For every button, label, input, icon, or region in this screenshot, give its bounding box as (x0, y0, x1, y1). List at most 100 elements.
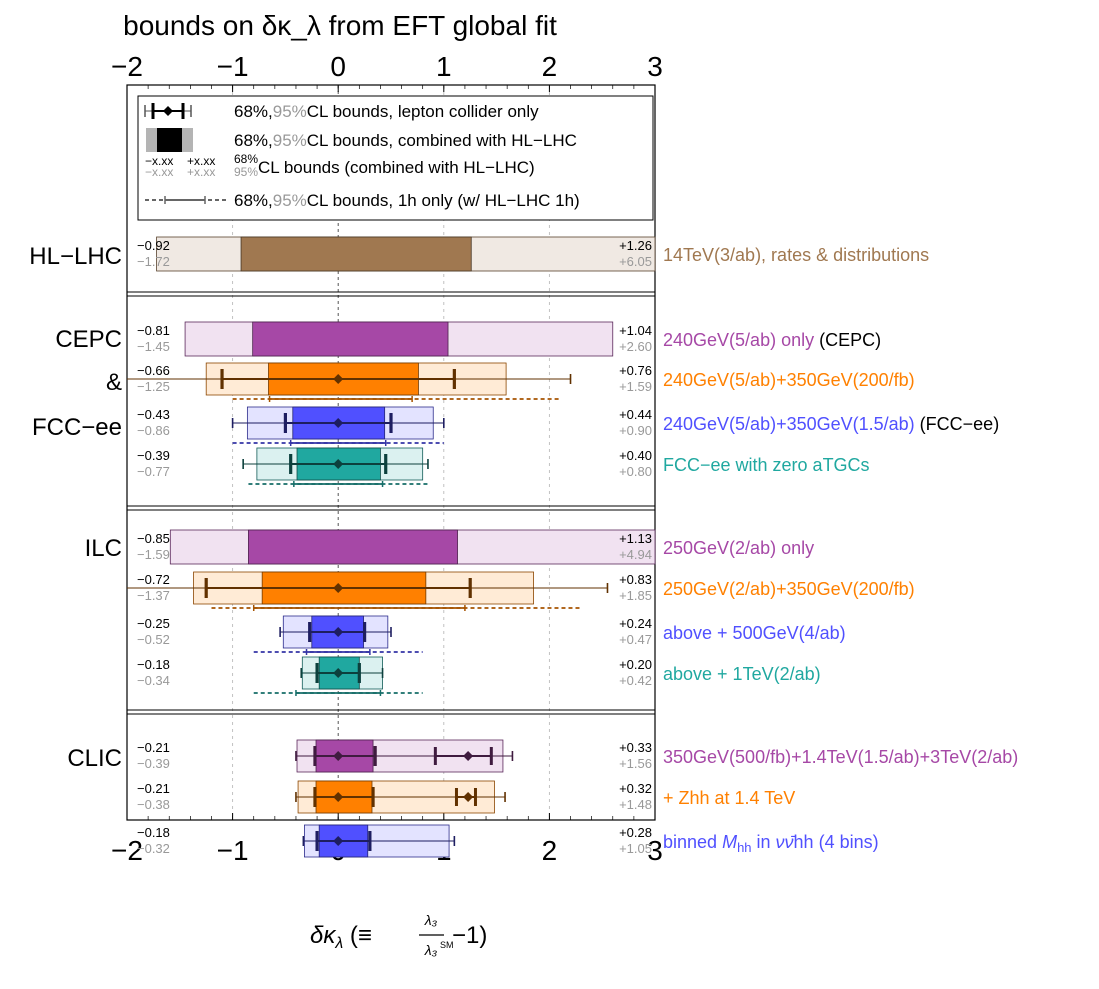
row-label-suffix: (CEPC) (814, 330, 881, 350)
bound68-high-text: +0.20 (619, 657, 652, 672)
second-min-marker (463, 751, 474, 761)
bound68-low-text: −0.85 (137, 531, 170, 546)
row-label-var: M (722, 832, 737, 852)
ci68-box (248, 529, 458, 565)
group-label: & (106, 369, 122, 396)
bound68-low-text: −0.43 (137, 407, 170, 422)
central-marker (333, 792, 344, 802)
data-row: −0.21−0.38 +0.32+1.48 + Zhh at 1.4 TeV (137, 780, 795, 814)
row-label-main: above + 500GeV(4/ab) (663, 623, 846, 643)
legend-lead: 68%, (234, 191, 273, 210)
bound68-low-text: −0.81 (137, 323, 170, 338)
bound95-high-text: +6.05 (619, 254, 652, 269)
bound95-low-text: −1.37 (137, 588, 170, 603)
second-min-marker (463, 792, 474, 802)
legend-tail: CL bounds, combined with HL−LHC (307, 131, 577, 150)
row-label: above + 500GeV(4/ab) (663, 623, 846, 643)
data-row: −0.18−0.32 +0.28+1.05 binned Mhh in νν̄hh … (137, 824, 879, 858)
legend-sample-text: −x.xx (145, 165, 173, 179)
bound68-low-text: −0.21 (137, 781, 170, 796)
row-label-main: 240GeV(5/ab) only (663, 330, 814, 350)
bound95-high-text: +0.80 (619, 464, 652, 479)
group-label: FCC−ee (32, 414, 122, 441)
x-tick-label-bottom: 2 (542, 835, 558, 866)
bound68-high-text: +1.04 (619, 323, 652, 338)
row-label-main: binned (663, 832, 722, 852)
row-label-mid: in (752, 832, 776, 852)
x-axis-label-den-sup: SM (440, 940, 454, 950)
legend-stack-text: 95% (234, 165, 258, 179)
row-label: binned Mhh in νν̄hh (4 bins) (663, 832, 879, 855)
group-hl-lhc: HL−LHC −0.92−1.72 +1.26+6.05 14TeV(3/ab), r… (29, 236, 929, 272)
legend-sample-box68 (157, 128, 182, 152)
row-label-main: 250GeV(2/ab)+350GeV(200/fb) (663, 579, 915, 599)
bound68-low-text: −0.72 (137, 572, 170, 587)
row-label: above + 1TeV(2/ab) (663, 664, 821, 684)
central-marker (333, 583, 344, 593)
central-marker (333, 418, 344, 428)
bound95-low-text: −1.72 (137, 254, 170, 269)
legend-gray: 95% (273, 191, 307, 210)
bound95-high-text: +1.05 (619, 841, 652, 856)
bound95-high-text: +0.42 (619, 673, 652, 688)
legend-sample-marker (163, 106, 173, 116)
row-label: 14TeV(3/ab), rates & distributions (663, 245, 929, 265)
chart-title: bounds on δκ_λ from EFT global fit (123, 10, 557, 41)
bound68-low-text: −0.21 (137, 740, 170, 755)
row-label: 250GeV(2/ab)+350GeV(200/fb) (663, 579, 915, 599)
legend-sample-text: +x.xx (187, 165, 215, 179)
bound95-high-text: +0.47 (619, 632, 652, 647)
bound95-low-text: −0.34 (137, 673, 170, 688)
group-label: CEPC (55, 326, 122, 353)
row-label-main: 240GeV(5/ab)+350GeV(200/fb) (663, 370, 915, 390)
bound68-high-text: +0.76 (619, 363, 652, 378)
x-axis-label-text: δκλ (≡ (310, 922, 372, 952)
data-row: −0.43−0.86 +0.44+0.90 240GeV(5/ab)+350GeV(… (137, 406, 999, 446)
bound68-low-text: −0.18 (137, 825, 170, 840)
x-tick-label-top: 2 (542, 51, 558, 82)
x-axis-label-sub: λ (334, 935, 343, 952)
plot-frame (126, 84, 656, 821)
row-label-main: + Zhh at 1.4 TeV (663, 788, 795, 808)
x-axis-label-close: −1) (452, 922, 487, 949)
x-tick-label-top: −2 (111, 51, 143, 82)
bound95-high-text: +0.90 (619, 423, 652, 438)
x-tick-label-top: 3 (647, 51, 663, 82)
bound95-low-text: −1.59 (137, 547, 170, 562)
row-label-nu: νν̄ (776, 832, 797, 852)
bound95-high-text: +1.85 (619, 588, 652, 603)
row-label: 240GeV(5/ab)+350GeV(1.5/ab) (FCC−ee) (663, 414, 999, 434)
legend-stack-text: 68% (234, 152, 258, 166)
central-marker (333, 668, 344, 678)
bound68-high-text: +0.40 (619, 448, 652, 463)
bound68-low-text: −0.39 (137, 448, 170, 463)
bound95-low-text: −0.38 (137, 797, 170, 812)
legend-gray: 95% (273, 131, 307, 150)
x-axis-label-num: λ₃ (424, 912, 438, 928)
bound95-low-text: −0.52 (137, 632, 170, 647)
central-marker (333, 459, 344, 469)
data-row: −0.21−0.39 +0.33+1.56 350GeV(500/fb)+1.4Te… (137, 739, 1018, 773)
group-cepc-fcc-ee: CEPC & FCC−ee −0.81−1.45 +1.04+2.60 240GeV(5/… (32, 321, 999, 487)
legend-lead: 68%, (234, 131, 273, 150)
x-tick-label-bottom: 3 (647, 835, 663, 866)
row-label-main: above + 1TeV(2/ab) (663, 664, 821, 684)
bound68-low-text: −0.18 (137, 657, 170, 672)
legend-tail: CL bounds, 1h only (w/ HL−LHC 1h) (307, 191, 580, 210)
legend-sample-text: +x.xx (187, 154, 215, 168)
bound95-low-text: −0.77 (137, 464, 170, 479)
bound95-high-text: +2.60 (619, 339, 652, 354)
x-axis-label-den: λ₃ (424, 942, 438, 958)
bound95-high-text: +1.56 (619, 756, 652, 771)
central-marker (333, 836, 344, 846)
legend-sample-text: −x.xx (145, 154, 173, 168)
bound68-high-text: +0.44 (619, 407, 652, 422)
ci68-box (252, 321, 449, 357)
row-label: + Zhh at 1.4 TeV (663, 788, 795, 808)
central-marker (333, 751, 344, 761)
group-label: CLIC (67, 745, 122, 772)
row-label-main: FCC−ee with zero aTGCs (663, 455, 870, 475)
group-clic: CLIC −0.21−0.39+0.33+1.56 350GeV(500/fb)+1… (67, 739, 1018, 858)
